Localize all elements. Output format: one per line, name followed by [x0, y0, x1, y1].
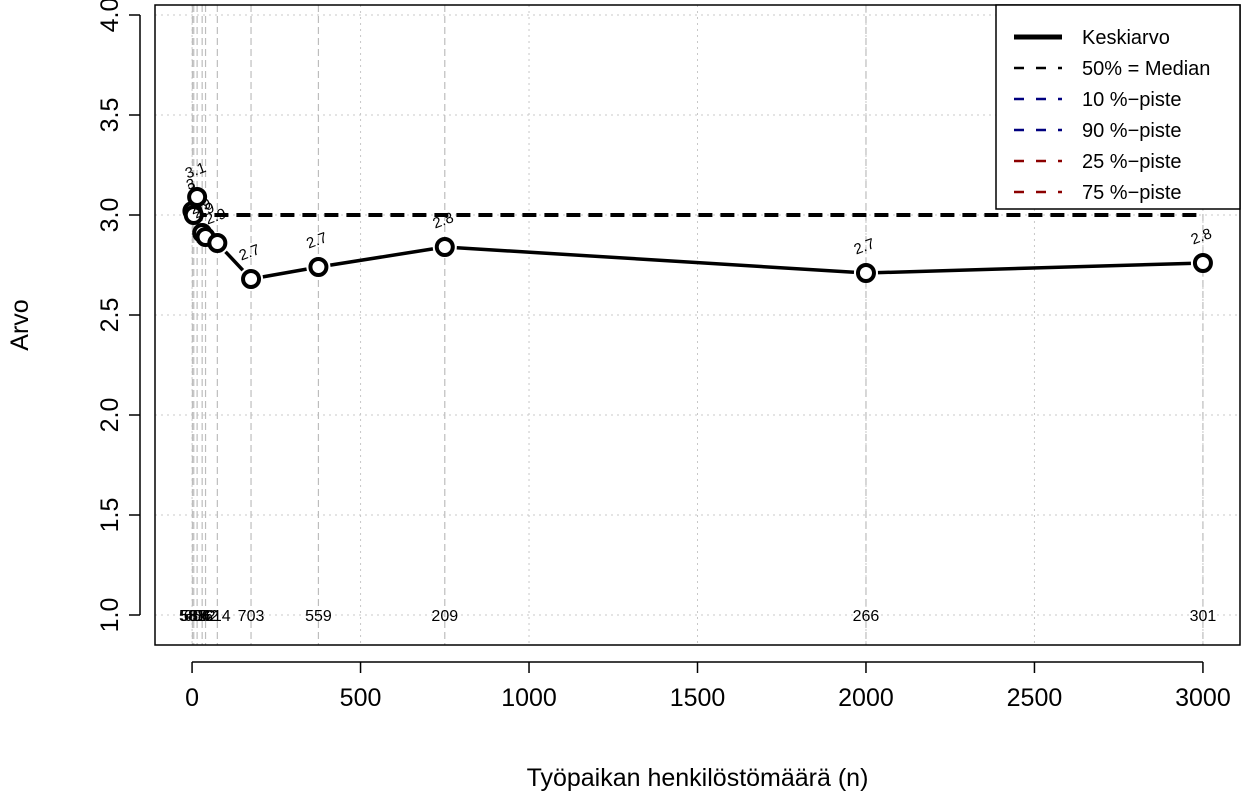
- count-label: 266: [853, 608, 880, 625]
- mean-value-label: 2.7: [852, 235, 877, 258]
- count-label: 542: [192, 608, 219, 625]
- mean-value-label: 2.9: [191, 199, 216, 222]
- y-tick-label: 3.0: [96, 198, 124, 233]
- y-tick-label: 2.0: [96, 398, 124, 433]
- count-label: 585: [180, 608, 207, 625]
- mean-value-label: 2.9: [188, 195, 213, 218]
- legend-label: 90 %−piste: [1082, 120, 1182, 142]
- count-label: 559: [305, 608, 332, 625]
- mean-point: [1192, 253, 1213, 273]
- x-axis-title: Työpaikan henkilöstömäärä (n): [527, 764, 869, 792]
- x-tick-label: 0: [185, 684, 199, 712]
- count-label: 581: [179, 608, 206, 625]
- y-tick-label: 4.0: [96, 0, 124, 32]
- mean-point: [308, 257, 329, 277]
- x-tick-label: 1500: [670, 684, 726, 712]
- mean-value-label: 2.9: [203, 205, 228, 228]
- mean-value-label: 2.8: [431, 209, 456, 232]
- legend-label: 75 %−piste: [1082, 182, 1182, 204]
- x-tick-label: 2000: [838, 684, 894, 712]
- y-tick-label: 1.5: [96, 498, 124, 533]
- mean-value-label: 3.1: [183, 159, 208, 182]
- legend: Keskiarvo 50% = Median 10 %−piste 90 %−pist…: [995, 4, 1241, 210]
- count-label: 606: [184, 608, 211, 625]
- count-label: 582: [189, 608, 216, 625]
- count-label: 301: [1190, 608, 1217, 625]
- mean-value-label: 2.7: [304, 229, 329, 252]
- legend-label: 50% = Median: [1082, 58, 1210, 80]
- axis-layer: 0 500 1000 1500 2000 2500 3000 1.0 1.5 2.0 2.5 3.0 3…: [96, 0, 1231, 712]
- count-label: 614: [204, 608, 231, 625]
- mean-line-segment: [877, 261, 1191, 275]
- mean-point: [434, 237, 455, 257]
- y-tick-label: 1.0: [96, 598, 124, 633]
- y-tick-label: 3.5: [96, 98, 124, 133]
- mean-point: [855, 263, 876, 283]
- mean-line-segment: [330, 247, 434, 267]
- legend-label: Keskiarvo: [1082, 27, 1170, 49]
- x-tick-label: 3000: [1175, 684, 1231, 712]
- x-tick-label: 500: [340, 684, 382, 712]
- mean-point: [183, 205, 204, 225]
- count-label: 209: [431, 608, 458, 625]
- mean-line-segment: [456, 245, 855, 275]
- y-tick-label: 2.5: [96, 298, 124, 333]
- mean-point: [187, 187, 208, 207]
- legend-label: 10 %−piste: [1082, 89, 1182, 111]
- mean-value-label: 2.7: [237, 241, 262, 264]
- mean-line-segment: [262, 267, 307, 279]
- count-label: 703: [238, 608, 265, 625]
- plot-frame: [154, 4, 1241, 646]
- legend-label: 25 %−piste: [1082, 151, 1182, 173]
- mean-value-label: 2.8: [1189, 225, 1214, 248]
- mean-line-segment: [224, 250, 245, 272]
- mean-point: [241, 269, 262, 289]
- mean-point: [207, 233, 228, 253]
- data-layer: 333.12.92.92.92.72.72.82.72.858158560658…: [179, 5, 1216, 645]
- y-axis-title: Arvo: [6, 299, 34, 350]
- x-tick-label: 2500: [1007, 684, 1063, 712]
- x-tick-label: 1000: [501, 684, 557, 712]
